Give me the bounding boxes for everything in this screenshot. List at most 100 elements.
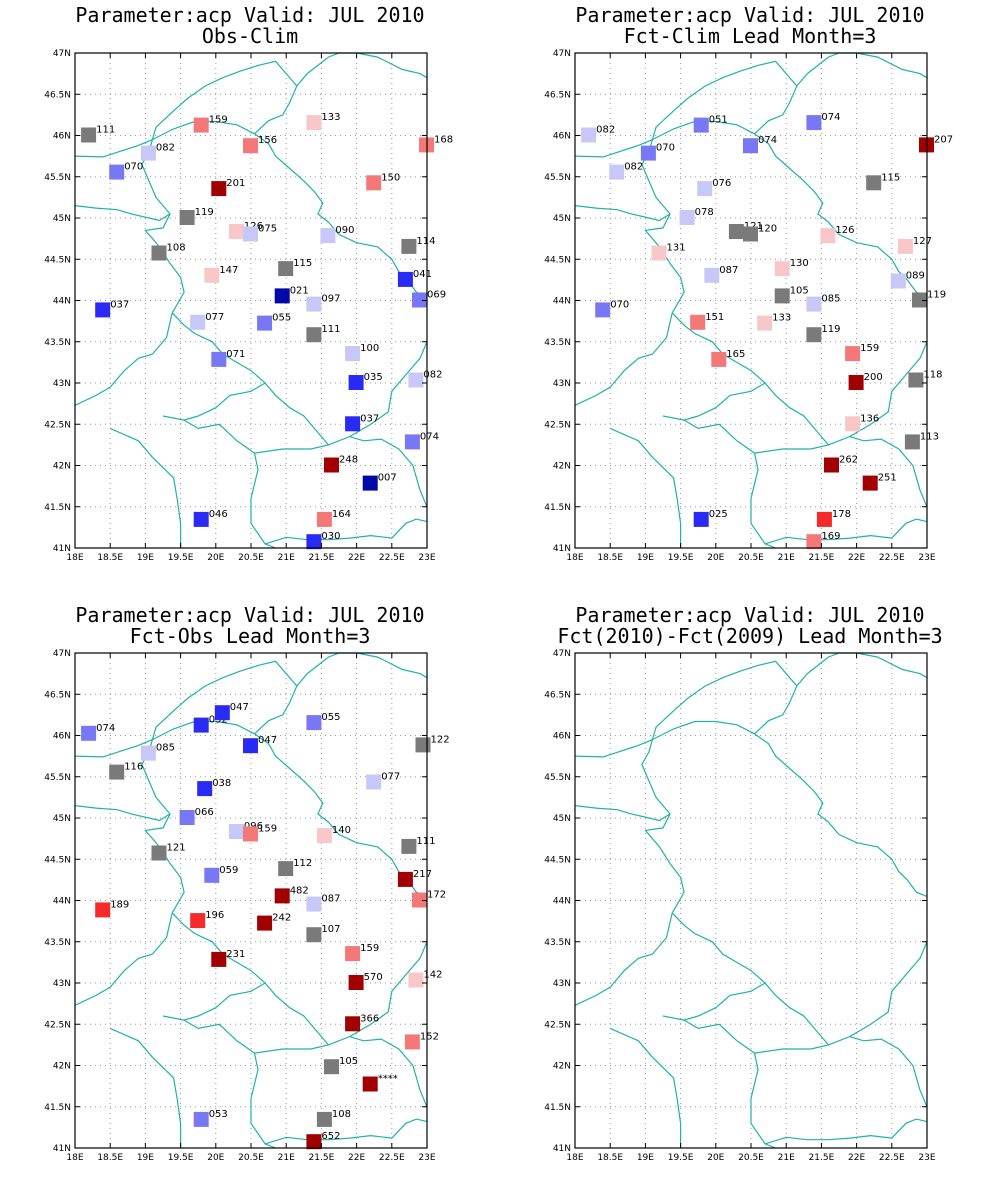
station-marker [806,115,822,131]
station-marker [728,224,744,239]
station-marker [774,261,790,277]
border-line [349,941,428,1038]
station-marker [697,181,713,197]
station-value: 115 [293,258,312,269]
y-tick-label: 45.5N [44,173,71,183]
station-value: 119 [927,290,946,301]
station-value: 085 [156,743,175,754]
border-line [651,660,798,740]
station-value: 087 [719,265,738,276]
station-marker [204,867,220,883]
x-tick-label: 23E [918,553,935,563]
y-tick-label: 44N [53,897,71,907]
border-line [574,120,928,297]
station-marker [109,164,125,180]
border-line [574,312,673,406]
station-marker [306,927,322,943]
station-value: 140 [332,825,351,836]
x-tick-label: 21E [278,553,295,563]
border-line [183,419,276,549]
x-tick-label: 22E [348,553,365,563]
station-marker [324,457,339,473]
station-marker [274,888,290,904]
station-value: 108 [167,243,186,254]
station-value: 070 [124,162,143,173]
station-marker [408,972,424,988]
station-marker [848,375,864,390]
border-line [796,652,928,687]
x-tick-label: 21.5E [309,553,335,563]
y-tick-label: 43.5N [544,938,571,948]
y-tick-label: 42.5N [544,420,571,430]
panel-subtitle: Obs-Clim [201,24,299,48]
station-marker [401,838,417,854]
station-value: 207 [934,134,953,145]
station-marker [806,534,822,550]
station-marker [743,226,758,242]
border-line [74,912,173,1006]
border-line [74,120,428,297]
border-line [296,652,428,687]
x-tick-label: 21E [278,1153,295,1163]
station-marker [595,302,611,318]
station-value: 066 [195,807,214,818]
y-tick-label: 42N [553,1062,571,1072]
x-tick-label: 20E [707,1153,724,1163]
border-line [296,52,428,87]
panel-fct-clim: Parameter:acp Valid: JUL 2010 Fct-Clim L… [500,0,1000,600]
border-line [574,805,671,822]
station-value: 159 [360,943,379,954]
x-tick-label: 19.5E [168,553,194,563]
station-marker [190,314,206,330]
station-marker [197,781,213,797]
station-marker [690,314,706,330]
border-line [754,685,798,735]
axis-ticks [74,652,428,1149]
station-marker [609,164,625,180]
y-tick-label: 47N [53,49,71,59]
border-line [109,427,182,548]
station-marker [908,372,924,388]
station-value: 087 [321,894,340,905]
station-value: 090 [335,225,354,236]
map-fct-diff: 18E 18.5E 19E 19.5E 20E 20.5E 21E 21.5E 22E 22.5E… [544,649,936,1163]
x-tick-label: 19E [137,553,154,563]
station-marker [890,273,906,289]
station-marker [404,1034,420,1050]
station-value: 231 [226,949,245,960]
country-borders [574,52,928,549]
grid [575,653,927,1148]
x-tick-label: 21E [778,1153,795,1163]
station-value: 007 [378,473,397,484]
y-tick-label: 41.5N [544,503,571,513]
x-tick-label: 19.5E [668,553,694,563]
y-tick-label: 46.5N [44,690,71,700]
border-line [683,1019,776,1149]
station-value: 122 [431,734,450,745]
station-value: 077 [205,312,224,323]
border-line [651,60,798,140]
station-value: 077 [381,772,400,783]
station-value: 074 [821,112,840,123]
y-tick-label: 45N [553,214,571,224]
station-value: 082 [423,370,442,381]
station-marker [193,117,209,133]
station-marker [320,228,336,244]
station-value: 021 [290,285,309,296]
station-value: 116 [124,762,143,773]
y-tick-label: 45N [53,214,71,224]
map-fct-clim: 0820510742070700740820761150781211201261… [544,49,953,563]
station-value: 169 [821,531,840,542]
panel-title: Parameter:acp Valid: JUL 2010 [575,3,925,27]
x-tick-label: 20.5E [238,1153,264,1163]
station-marker [640,145,656,161]
y-tick-label: 42.5N [544,1020,571,1030]
border-line [671,312,829,446]
x-tick-label: 19.5E [668,1153,694,1163]
station-marker [412,892,427,908]
station-value: 570 [364,972,383,983]
x-tick-label: 22E [848,553,865,563]
station-marker [243,826,258,842]
x-tick-label: 23E [418,1153,435,1163]
station-marker [912,292,927,308]
